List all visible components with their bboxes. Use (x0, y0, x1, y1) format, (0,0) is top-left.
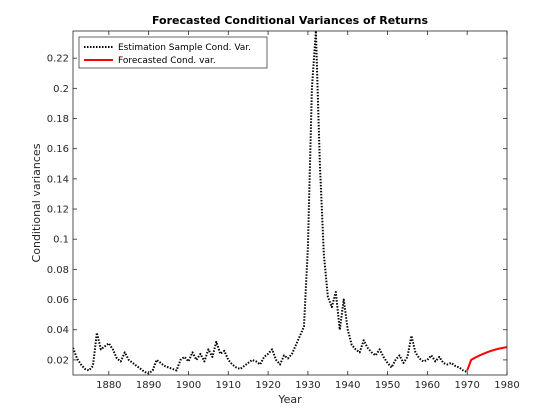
y-tick-label: 0.04 (47, 325, 69, 336)
y-tick-label: 0.06 (47, 295, 69, 306)
y-tick-label: 0.14 (47, 174, 69, 185)
x-tick-label: 1920 (255, 380, 280, 391)
x-tick-label: 1900 (176, 380, 201, 391)
axes-box (72, 30, 508, 376)
legend-label-forecast: Forecasted Cond. var. (118, 56, 216, 66)
x-tick-label: 1970 (454, 380, 479, 391)
chart-title: Forecasted Conditional Variances of Retu… (152, 14, 429, 27)
y-tick-label: 0.2 (53, 84, 69, 95)
y-axis-label: Conditional variances (30, 143, 43, 262)
x-tick-label: 1880 (96, 380, 121, 391)
legend-box (78, 36, 268, 69)
series-line-1 (466, 346, 507, 371)
x-axis-ticks: 1880 1890 1900 1910 1920 1930 1940 1950 1960 1970… (96, 31, 520, 391)
y-tick-label: 0.22 (47, 54, 69, 65)
x-tick-label: 1910 (216, 380, 241, 391)
x-tick-label: 1930 (295, 380, 320, 391)
x-tick-label: 1940 (335, 380, 360, 391)
y-tick-label: 0.16 (47, 144, 69, 155)
legend-label-estimation: Estimation Sample Cond. Var. (118, 43, 251, 53)
x-tick-label: 1890 (136, 380, 161, 391)
x-axis-label: Year (277, 393, 302, 406)
y-tick-label: 0.18 (47, 114, 69, 125)
series-line-0 (73, 31, 468, 375)
series-layer (73, 31, 507, 375)
y-tick-label: 0.1 (53, 235, 69, 246)
x-tick-label: 1980 (494, 380, 519, 391)
y-axis-ticks: 0.02 0.04 0.06 0.08 0.1 0.12 0.14 0.16 0.18 0.2 0.… (47, 54, 507, 366)
y-tick-label: 0.02 (47, 355, 69, 366)
x-tick-label: 1950 (375, 380, 400, 391)
x-tick-label: 1960 (415, 380, 440, 391)
plot-area (73, 31, 507, 375)
y-tick-label: 0.08 (47, 265, 69, 276)
legend: Estimation Sample Cond. Var. Forecasted … (78, 36, 268, 69)
y-tick-label: 0.12 (47, 205, 69, 216)
